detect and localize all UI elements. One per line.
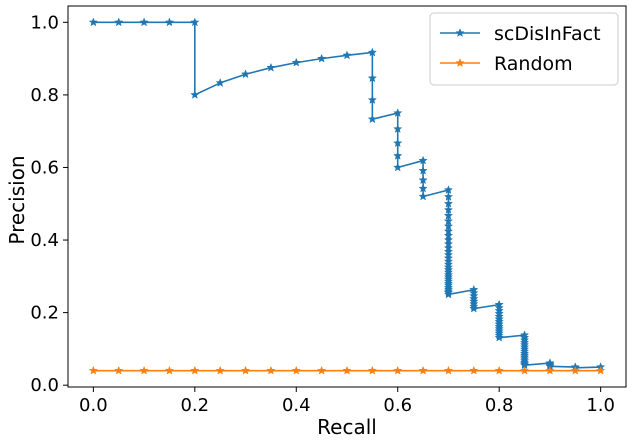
data-point [393,108,403,118]
data-point [443,289,454,299]
plot-area [88,17,606,375]
data-point [215,78,225,87]
data-point [418,191,428,201]
data-point [139,365,149,375]
legend-swatch-marker [455,28,465,37]
y-tick-label: 0.4 [30,230,59,251]
legend-label: scDisInFact [494,23,601,45]
data-point [367,73,378,83]
x-axis-ticks: 0.0 0.2 0.4 0.6 0.8 1.0 [79,387,615,416]
data-point [418,183,428,193]
data-point [469,365,479,375]
data-point [190,17,200,27]
data-point [393,124,403,133]
data-point [114,365,124,375]
data-point [88,17,99,27]
x-tick-label: 0.6 [383,395,412,416]
data-point [316,53,327,63]
data-point [139,17,149,27]
data-point [88,365,99,375]
x-tick-label: 0.0 [79,395,108,416]
plot-frame [67,5,627,388]
data-point [291,365,301,375]
data-point [240,365,251,375]
data-point [164,17,175,27]
legend-box [429,12,619,86]
y-axis-label: Precision [5,155,29,244]
y-tick-label: 0.6 [30,157,59,178]
series-random [88,365,606,375]
data-point [114,17,124,27]
data-point [342,50,352,60]
data-point [545,365,555,375]
data-point [469,303,479,313]
x-tick-label: 0.4 [282,395,311,416]
legend-swatch-marker [455,58,465,67]
data-point [393,162,403,172]
data-point [215,365,225,375]
data-point [595,365,606,375]
data-point [443,365,454,375]
y-tick-label: 0.2 [30,303,59,324]
data-point [316,365,327,375]
data-point [164,365,175,375]
data-point [367,114,378,124]
data-point [367,365,378,375]
data-point [393,365,403,375]
y-tick-label: 1.0 [30,12,59,33]
data-point [443,191,454,201]
data-point [494,365,504,375]
data-point [367,95,378,104]
data-point [418,175,428,185]
data-point [570,365,580,375]
data-point [418,365,428,375]
data-point [418,155,428,165]
y-tick-label: 0.8 [30,85,59,106]
x-tick-label: 0.2 [180,395,209,416]
legend: scDisInFact Random [429,12,619,86]
data-point [240,69,251,79]
data-point [291,57,301,67]
data-point [418,165,428,175]
data-point [494,332,504,342]
data-point [393,150,403,160]
data-point [443,185,454,194]
data-point [266,62,276,72]
data-point [393,138,403,148]
data-point [190,90,200,99]
legend-label: Random [494,53,573,75]
x-tick-label: 1.0 [586,395,615,416]
y-tick-label: 0.0 [30,375,59,396]
data-point [519,365,530,375]
series-scdisinfact [88,17,606,372]
x-axis-label: Recall [317,415,377,439]
x-tick-label: 0.8 [485,395,514,416]
y-axis-ticks: 0.0 0.2 0.4 0.6 0.8 1.0 [30,12,68,396]
data-point [266,365,276,375]
data-point [342,365,352,375]
data-point [367,47,378,57]
data-point [190,365,200,375]
